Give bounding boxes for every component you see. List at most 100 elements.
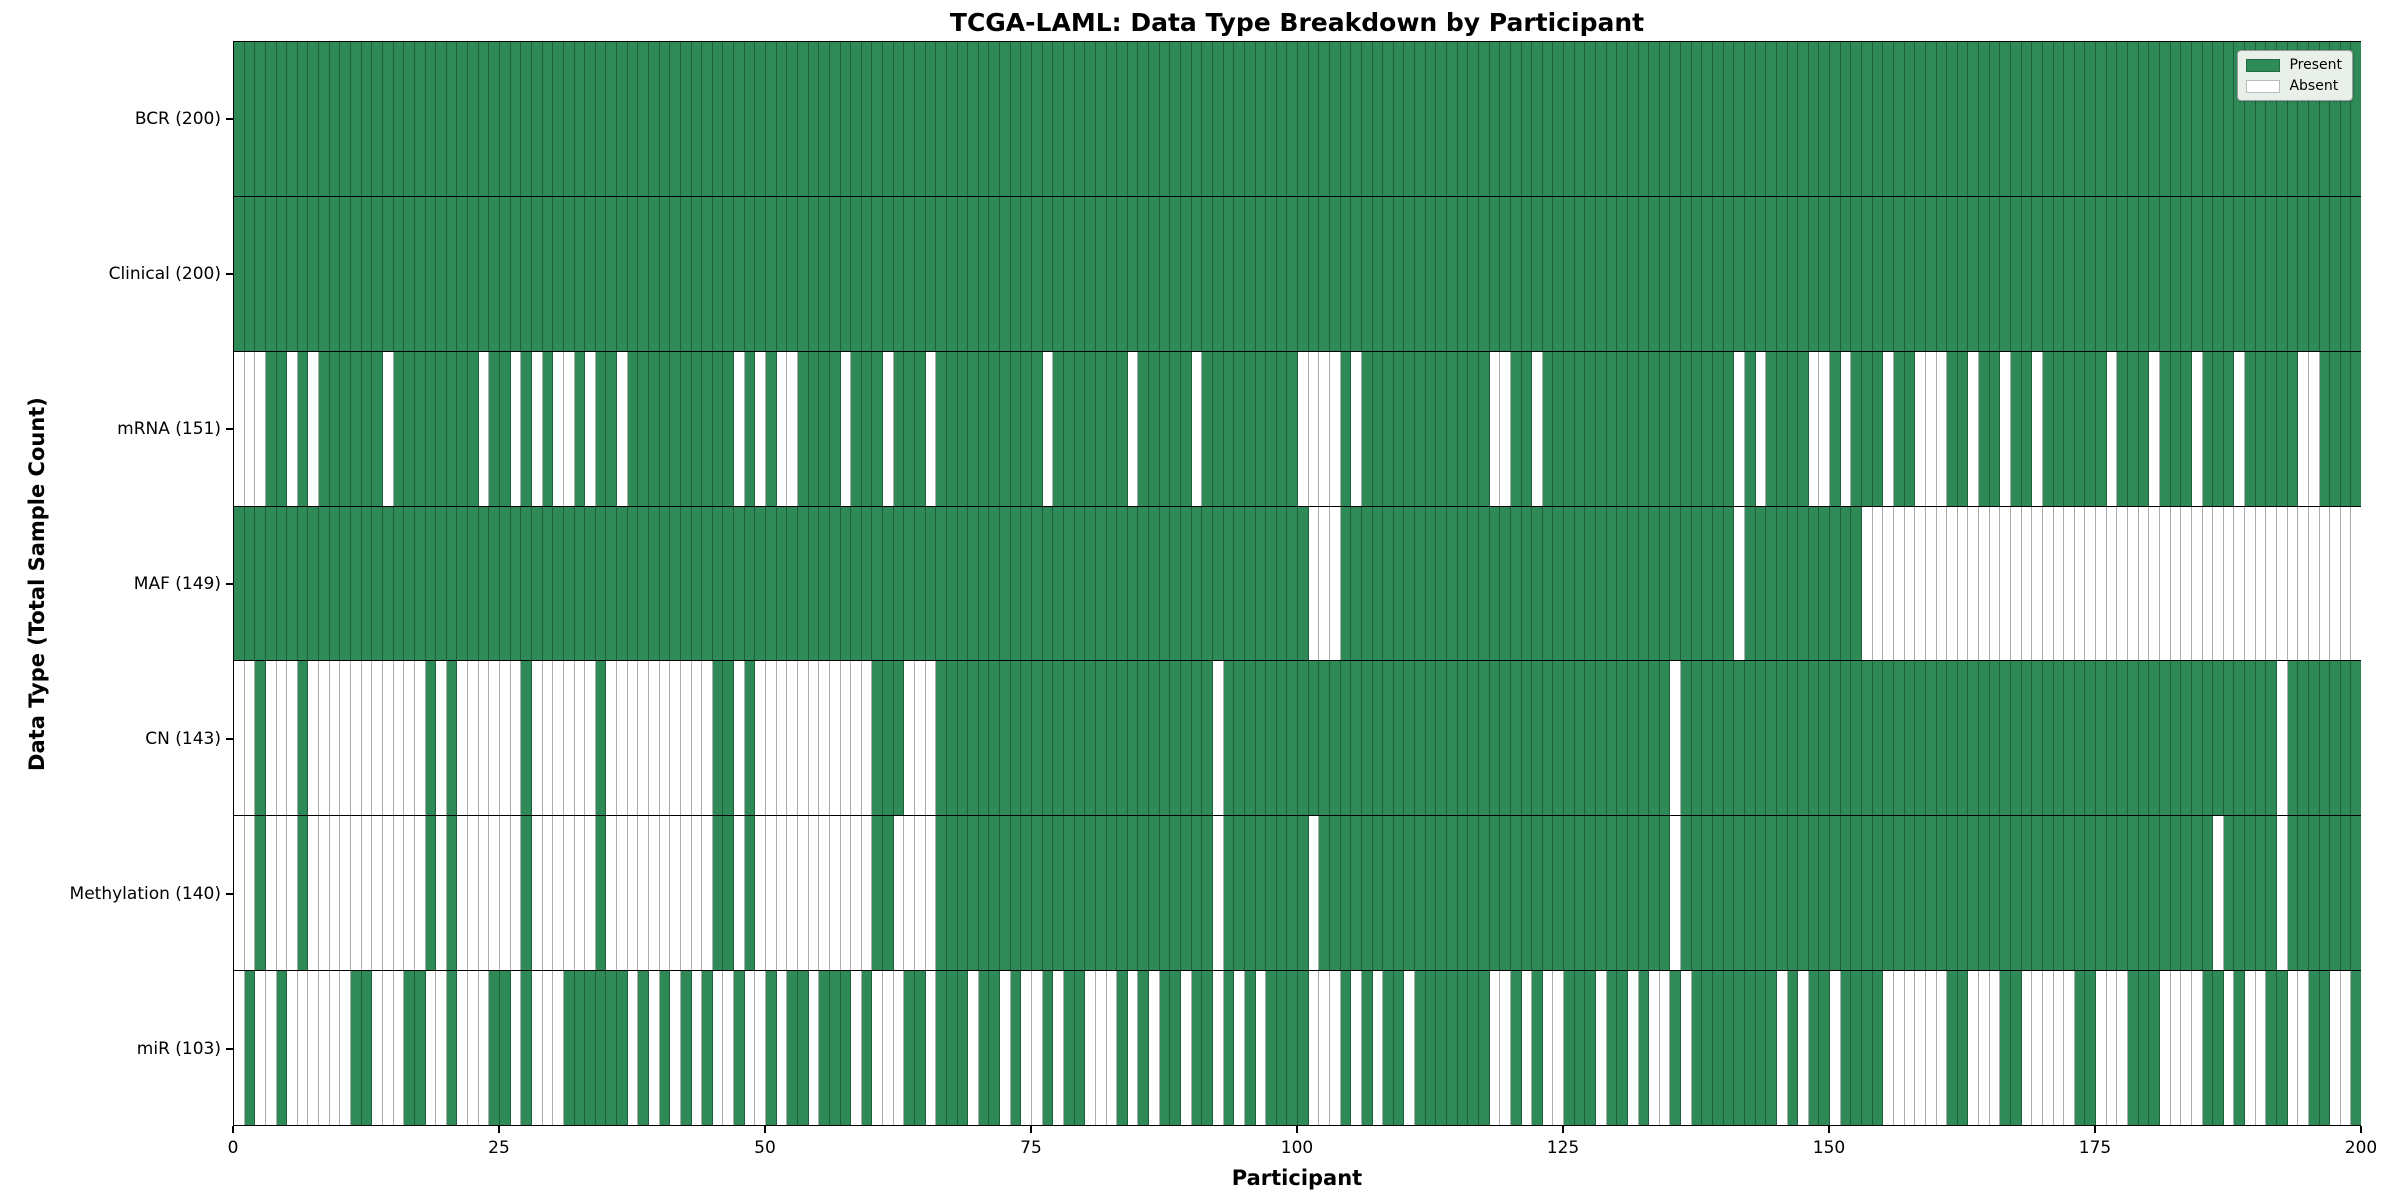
heatmap-cell	[2074, 661, 2086, 816]
heatmap-cell	[1553, 661, 1565, 816]
heatmap-cell	[340, 42, 352, 196]
heatmap-cell	[968, 661, 979, 816]
y-tick-label-mrna: mRNA (151)	[117, 418, 221, 439]
heatmap-cell	[574, 351, 586, 506]
heatmap-cell	[1787, 351, 1799, 506]
y-tick-mark	[226, 1047, 233, 1050]
heatmap-cell	[2266, 506, 2277, 661]
heatmap-cell	[1585, 661, 1596, 816]
heatmap-cell	[1223, 351, 1235, 506]
heatmap-cell	[957, 196, 969, 351]
heatmap-cell	[2085, 351, 2097, 506]
heatmap-cell	[1063, 661, 1075, 816]
heatmap-cell	[1681, 351, 1692, 506]
heatmap-cell	[1032, 661, 1043, 816]
x-tick-mark	[232, 1126, 234, 1133]
heatmap-cell	[457, 42, 469, 196]
heatmap-cell	[1361, 351, 1373, 506]
heatmap-cell	[2000, 506, 2011, 661]
heatmap-cell	[372, 351, 383, 506]
heatmap-cell	[2277, 661, 2288, 816]
heatmap-cell	[1457, 661, 1469, 816]
heatmap-cell	[1415, 42, 1426, 196]
heatmap-cell	[468, 506, 479, 661]
heatmap-cell	[329, 42, 341, 196]
heatmap-cell	[1638, 661, 1650, 816]
heatmap-cell	[2149, 816, 2160, 971]
heatmap-cell	[1840, 661, 1852, 816]
heatmap-cell	[2096, 351, 2107, 506]
heatmap-cell	[1947, 816, 1958, 971]
heatmap-cell	[1255, 351, 1267, 506]
heatmap-cell	[606, 42, 618, 196]
heatmap-cell	[425, 816, 437, 971]
heatmap-cell	[414, 661, 426, 816]
heatmap-cell	[1244, 816, 1256, 971]
heatmap-cell	[1957, 661, 1969, 816]
heatmap-cell	[1915, 506, 1926, 661]
heatmap-cell	[2117, 351, 2129, 506]
heatmap-cell	[393, 196, 405, 351]
heatmap-cell	[1383, 971, 1394, 1126]
heatmap-cell	[1883, 661, 1894, 816]
heatmap-cell	[1968, 816, 1980, 971]
heatmap-cell	[351, 506, 362, 661]
heatmap-cell	[1404, 196, 1416, 351]
heatmap-cell	[670, 351, 681, 506]
heatmap-cell	[404, 816, 415, 971]
heatmap-cell	[1404, 971, 1416, 1126]
heatmap-cell	[1000, 196, 1011, 351]
heatmap-cell	[861, 42, 873, 196]
heatmap-cell	[2319, 196, 2331, 351]
heatmap-cell	[1138, 351, 1150, 506]
heatmap-cell	[2021, 351, 2033, 506]
heatmap-cell	[2277, 816, 2288, 971]
heatmap-cell	[1489, 42, 1501, 196]
heatmap-cell	[1947, 196, 1958, 351]
heatmap-cell	[2308, 351, 2320, 506]
heatmap-cell	[1478, 971, 1490, 1126]
heatmap-cell	[393, 42, 405, 196]
heatmap-cell	[2074, 971, 2086, 1126]
heatmap-cell	[500, 971, 511, 1126]
heatmap-cell	[776, 351, 788, 506]
heatmap-row-mrna	[234, 351, 2362, 507]
heatmap-cell	[1819, 351, 1831, 506]
heatmap-cell	[1542, 351, 1554, 506]
heatmap-cell	[1787, 661, 1799, 816]
heatmap-cell	[1287, 816, 1299, 971]
heatmap-cell	[457, 351, 469, 506]
heatmap-cell	[2181, 196, 2192, 351]
heatmap-cell	[1681, 816, 1692, 971]
heatmap-cell	[234, 351, 245, 506]
y-tick-label-mir: miR (103)	[136, 1038, 221, 1059]
heatmap-cell	[1659, 816, 1671, 971]
heatmap-cell	[680, 661, 692, 816]
heatmap-cell	[702, 816, 713, 971]
heatmap-cell	[361, 196, 373, 351]
heatmap-cell	[840, 971, 852, 1126]
heatmap-cell	[595, 971, 607, 1126]
heatmap-cell	[1170, 196, 1182, 351]
heatmap-cell	[1202, 661, 1213, 816]
heatmap-cell	[1032, 42, 1043, 196]
heatmap-cell	[1127, 661, 1139, 816]
heatmap-cell	[744, 661, 756, 816]
heatmap-cell	[1585, 971, 1596, 1126]
heatmap-cell	[446, 971, 458, 1126]
heatmap-cell	[265, 351, 277, 506]
heatmap-cell	[1691, 661, 1703, 816]
heatmap-cell	[1702, 196, 1714, 351]
heatmap-cell	[340, 351, 352, 506]
heatmap-cell	[1244, 42, 1256, 196]
heatmap-cell	[936, 42, 947, 196]
heatmap-cell	[638, 42, 649, 196]
heatmap-cell	[1447, 196, 1458, 351]
heatmap-cell	[1329, 816, 1341, 971]
heatmap-cell	[1744, 506, 1756, 661]
heatmap-cell	[1255, 971, 1267, 1126]
heatmap-cell	[1500, 816, 1511, 971]
heatmap-cell	[2255, 351, 2267, 506]
heatmap-cell	[1830, 506, 1841, 661]
heatmap-cell	[2117, 506, 2129, 661]
